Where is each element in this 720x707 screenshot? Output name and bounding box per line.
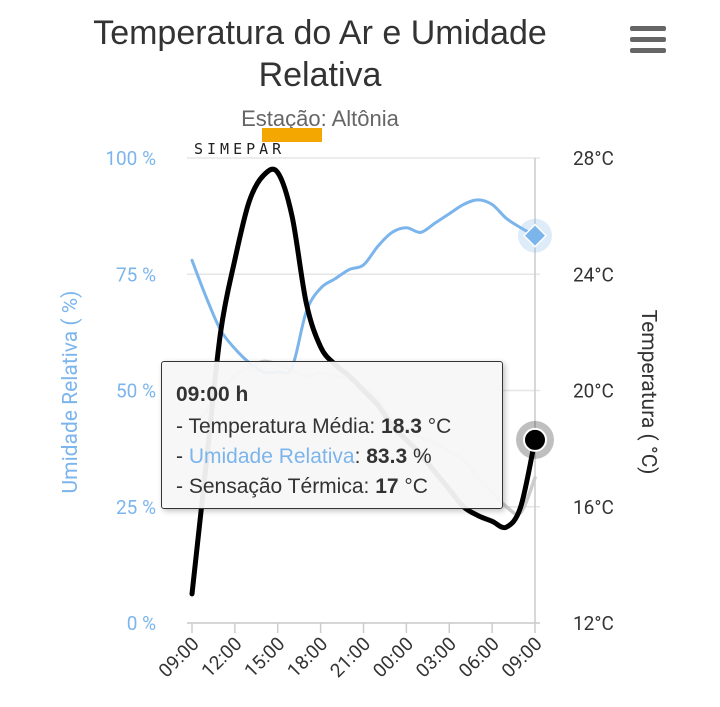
left-axis-label: Umidade Relativa ( %) [59,291,83,494]
x-tick-label: 18:00 [282,632,332,682]
left-tick-label: 100 % [105,147,156,170]
right-axis-ticks: 12°C 16°C 20°C 24°C 28°C [573,147,614,635]
right-axis-label: Temperatura ( °C) [636,310,660,475]
left-tick-label: 0 % [127,612,156,635]
x-tick-label: 06:00 [454,632,504,682]
tooltip: 09:00 h - Temperatura Média: 18.3 °C - U… [161,361,503,509]
x-tick-label: 12:00 [197,632,247,682]
chart-subtitle: Estação: Altônia [241,106,399,131]
tooltip-temperature: - Temperatura Média: 18.3 °C [176,415,452,438]
left-tick-label: 75 % [116,263,156,286]
x-tick-label: 03:00 [411,632,461,682]
simepar-logo: SIMEPAR [194,128,322,156]
tooltip-humidity: - Umidade Relativa: 83.3 % [176,445,432,468]
x-tick-label: 15:00 [240,632,290,682]
humidity-hover-marker [522,223,548,248]
temperature-hover-marker [523,427,547,452]
chart-title-line2: Relativa [258,56,382,94]
x-tick-label: 09:00 [154,632,204,682]
x-tick-label: 00:00 [368,632,418,682]
x-axis: 09:0012:0015:0018:0021:0000:0003:0006:00… [154,622,547,682]
right-tick-label: 20°C [573,380,614,403]
hamburger-menu-icon[interactable] [630,26,666,56]
left-axis-ticks: 0 % 25 % 50 % 75 % 100 % [105,147,156,635]
right-tick-label: 28°C [573,147,614,170]
tooltip-feels-like: - Sensação Térmica: 17 °C [176,475,428,498]
chart-title-line1: Temperatura do Ar e Umidade [93,14,547,52]
left-tick-label: 50 % [116,380,156,403]
logo-text: SIMEPAR [194,140,285,156]
right-tick-label: 16°C [573,496,614,519]
chart-title: Temperatura do Ar e Umidade Relativa [40,12,600,96]
x-tick-label: 09:00 [497,632,547,682]
x-tick-label: 21:00 [325,632,375,682]
tooltip-time: 09:00 h [176,383,249,406]
right-tick-label: 24°C [573,263,614,286]
right-tick-label: 12°C [573,612,614,635]
left-tick-label: 25 % [116,496,156,519]
